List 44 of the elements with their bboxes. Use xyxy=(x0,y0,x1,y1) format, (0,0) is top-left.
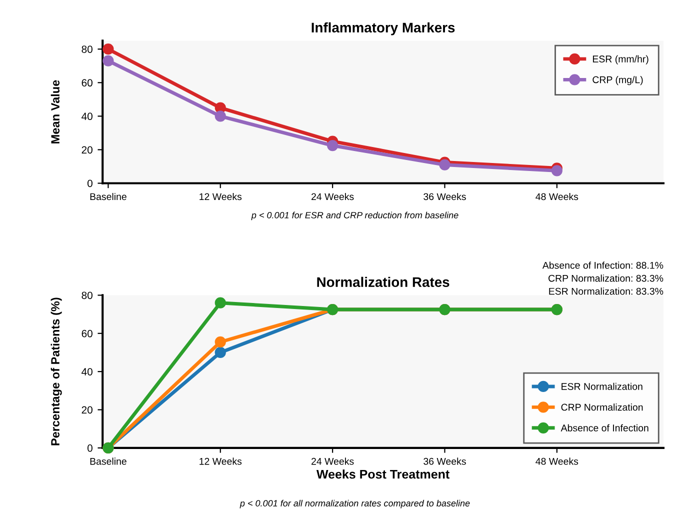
point xyxy=(214,110,226,122)
y-tick-label: 40 xyxy=(82,368,92,376)
y-tick-label: 20 xyxy=(82,406,92,414)
y-tick-label: 0 xyxy=(87,444,92,452)
y-tick-label: 80 xyxy=(82,292,92,300)
point xyxy=(214,297,226,308)
point xyxy=(102,55,114,66)
x-tick-label: 48 Weeks xyxy=(536,458,578,465)
y-tick-label: 60 xyxy=(82,79,92,87)
chart-title: Inflammatory Markers xyxy=(312,22,455,36)
text: ESR Normalization: 83.3% xyxy=(549,288,664,295)
y-tick-label: 40 xyxy=(82,112,92,120)
point xyxy=(327,140,338,152)
point xyxy=(439,159,450,170)
legend-label: Absence of Infection xyxy=(560,424,648,432)
x-tick-label: 24 Weeks xyxy=(312,458,354,465)
x-tick-label: 36 Weeks xyxy=(424,458,466,465)
legend-label: ESR Normalization xyxy=(562,382,642,390)
x-tick-label: Baseline xyxy=(90,192,126,200)
chart-title: Normalization Rates xyxy=(317,276,450,288)
legend-label: ESR (mm/hr) xyxy=(592,55,648,64)
point xyxy=(551,165,562,176)
text: p < 0.001 for ESR and CRP reduction from baseline xyxy=(251,212,458,220)
text: Absence of Infection: 88.1% xyxy=(542,262,664,269)
x-tick-label: 36 Weeks xyxy=(424,192,466,200)
y-tick-label: 0 xyxy=(87,180,92,188)
x-tick-label: 12 Weeks xyxy=(200,458,242,465)
y-tick-label: 20 xyxy=(82,146,92,154)
x-axis-title: Weeks Post Treatment xyxy=(316,469,450,479)
y-axis-title: Mean Value xyxy=(50,80,60,144)
point xyxy=(214,336,226,348)
text: p < 0.001 for all normalization rates compared to baseline xyxy=(240,500,470,508)
x-tick-label: 12 Weeks xyxy=(200,192,242,200)
point xyxy=(214,346,226,358)
y-tick-label: 80 xyxy=(82,46,92,53)
x-tick-label: Baseline xyxy=(90,458,126,465)
y-tick-label: 60 xyxy=(82,330,92,338)
x-tick-label: 24 Weeks xyxy=(312,192,354,200)
text: CRP Normalization: 83.3% xyxy=(548,274,664,282)
x-tick-label: 48 Weeks xyxy=(536,192,578,200)
legend-label: CRP Normalization xyxy=(561,404,643,411)
point xyxy=(102,44,114,55)
legend-label: CRP (mg/L) xyxy=(592,76,643,86)
y-axis-title: Percentage of Patients (%) xyxy=(50,298,62,446)
